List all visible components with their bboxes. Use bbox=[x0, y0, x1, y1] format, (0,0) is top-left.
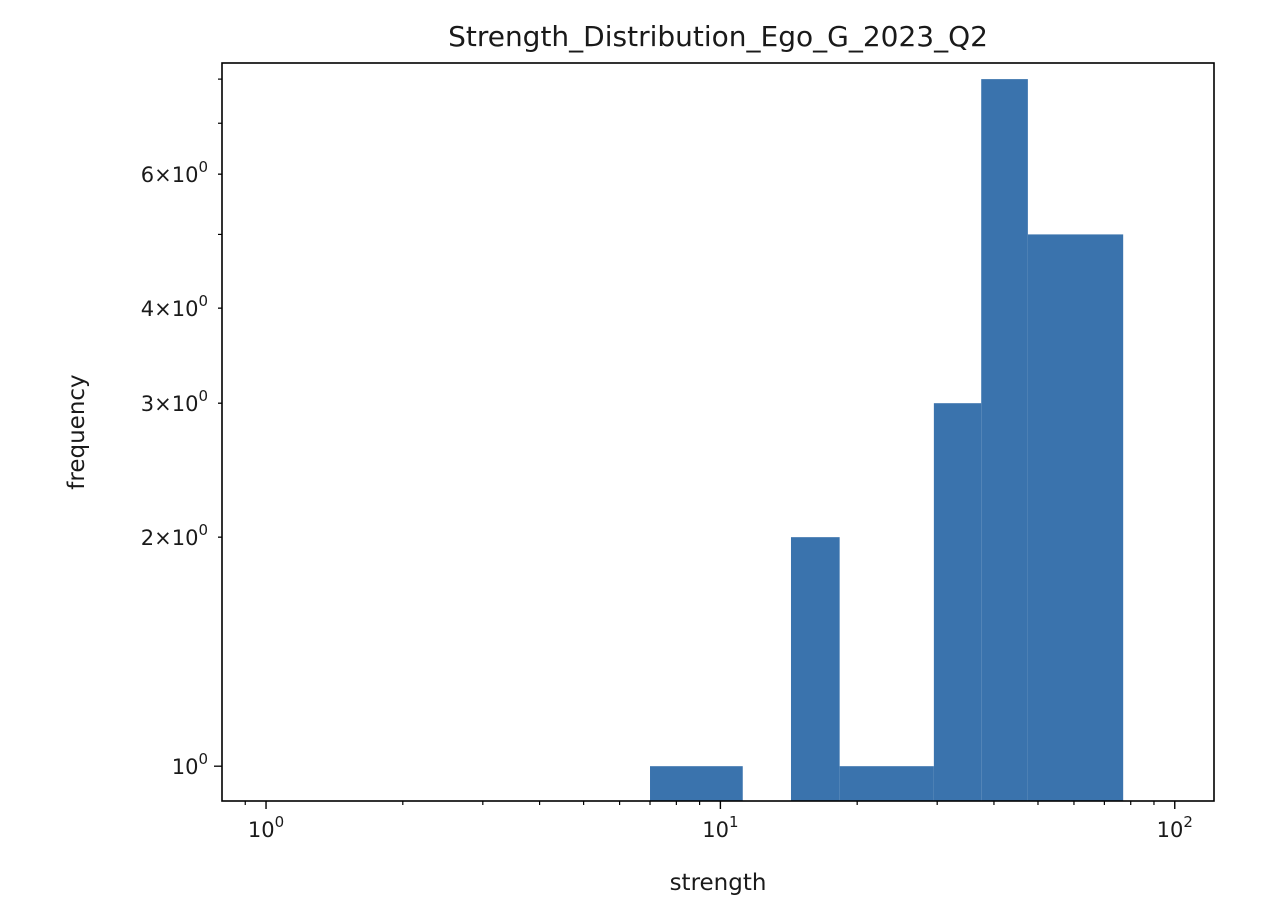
y-axis-ticks: 100 2×100 3×100 4×100 6×100 bbox=[141, 78, 222, 779]
histogram-bar-1 bbox=[790, 537, 840, 801]
histogram-bar-4 bbox=[981, 79, 1028, 802]
x-tick-label: 100 bbox=[248, 813, 284, 842]
x-axis-label: strength bbox=[670, 870, 767, 896]
x-tick-label: 101 bbox=[702, 813, 738, 842]
y-tick-label: 3×100 bbox=[141, 387, 208, 416]
histogram-bar-5 bbox=[1027, 234, 1124, 801]
y-tick-label: 100 bbox=[172, 750, 208, 779]
y-axis-label: frequency bbox=[64, 374, 90, 489]
histogram-bar-2 bbox=[839, 766, 934, 801]
bars-group bbox=[650, 79, 1124, 802]
chart-title: Strength_Distribution_Ego_G_2023_Q2 bbox=[448, 20, 988, 53]
plot-frame bbox=[221, 62, 1215, 802]
histogram-bar-3 bbox=[933, 403, 982, 801]
x-tick-label: 102 bbox=[1157, 813, 1193, 842]
histogram-bar-0 bbox=[650, 766, 743, 801]
y-tick-label: 2×100 bbox=[141, 521, 208, 550]
y-tick-label: 6×100 bbox=[141, 158, 208, 187]
y-tick-label: 4×100 bbox=[141, 292, 208, 321]
x-axis-ticks: 100 101 102 bbox=[244, 801, 1193, 842]
